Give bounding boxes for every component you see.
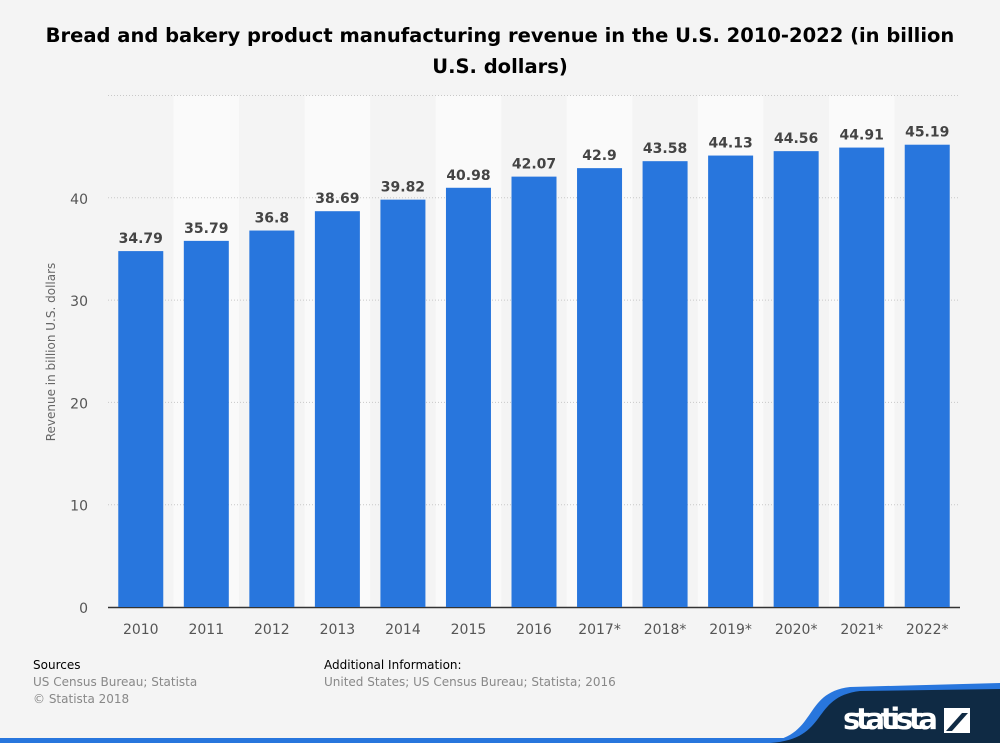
copyright: © Statista 2018: [33, 692, 130, 706]
bar-chart: 34.79 35.79 36.8 38.69 39.82 40.98 42.07 42.9 43…: [44, 95, 960, 638]
bar-2022*: [904, 144, 950, 607]
additional-info-heading: Additional Information:: [324, 658, 462, 672]
bar-2018*: [642, 161, 688, 607]
bar-2017*: [577, 168, 623, 607]
sources-block: Sources US Census Bureau; Statista © Sta…: [33, 657, 197, 708]
y-tick-label: 0: [79, 601, 88, 617]
data-label: 36.8: [255, 211, 290, 227]
y-tick-label: 10: [70, 499, 88, 515]
data-label: 45.19: [905, 125, 949, 141]
data-label: 38.69: [315, 191, 359, 207]
x-tick-label: 2017*: [578, 622, 621, 638]
data-label: 39.82: [381, 180, 425, 196]
additional-info-block: Additional Information: United States; U…: [324, 657, 616, 691]
y-tick-label: 30: [70, 294, 88, 310]
sources-heading: Sources: [33, 658, 81, 672]
svg-text:statista: statista: [843, 702, 938, 736]
chart-title: Bread and bakery product manufacturing r…: [45, 24, 955, 78]
x-tick-label: 2015: [451, 622, 487, 638]
x-tick-label: 2012: [254, 622, 290, 638]
bar-2021*: [839, 147, 885, 608]
x-tick-label: 2016: [516, 622, 552, 638]
x-tick-label: 2014: [385, 622, 421, 638]
sources-text: US Census Bureau; Statista: [33, 675, 198, 689]
bar-2014: [380, 199, 426, 607]
y-tick-label: 20: [70, 396, 88, 412]
y-axis-label: Revenue in billion U.S. dollars: [44, 263, 58, 442]
x-tick-label: 2010: [123, 622, 159, 638]
data-label: 40.98: [446, 168, 490, 184]
x-tick-label: 2019*: [709, 622, 752, 638]
additional-info-text: United States; US Census Bureau; Statist…: [324, 675, 616, 689]
bar-2015: [445, 187, 491, 607]
x-tick-label: 2022*: [906, 622, 949, 638]
bar-2011: [183, 240, 229, 608]
data-label: 34.79: [119, 231, 163, 247]
bar-2012: [249, 230, 295, 607]
x-tick-label: 2020*: [775, 622, 818, 638]
data-label: 35.79: [184, 221, 228, 237]
x-tick-label: 2011: [188, 622, 224, 638]
x-tick-label: 2013: [320, 622, 356, 638]
statista-logo[interactable]: statista: [0, 663, 1000, 743]
data-label: 42.07: [512, 157, 556, 173]
data-label: 44.91: [840, 128, 884, 144]
bar-2019*: [708, 155, 754, 607]
x-tick-label: 2021*: [840, 622, 883, 638]
x-tick-label: 2018*: [644, 622, 687, 638]
y-tick-label: 40: [70, 192, 88, 208]
data-label: 44.13: [708, 136, 752, 152]
bar-2020*: [773, 151, 819, 608]
bar-2013: [314, 211, 360, 607]
data-label: 42.9: [582, 148, 617, 164]
bar-2016: [511, 176, 557, 607]
data-label: 43.58: [643, 141, 687, 157]
data-label: 44.56: [774, 131, 818, 147]
bar-2010: [118, 251, 164, 607]
